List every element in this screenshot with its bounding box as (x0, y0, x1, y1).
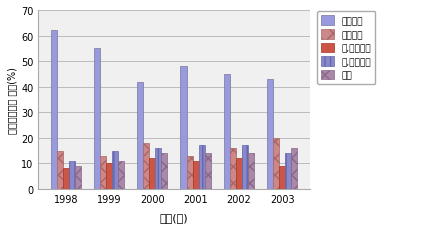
Y-axis label: 농지전용면적 비중(%): 농지전용면적 비중(%) (7, 67, 17, 133)
Bar (106, 164, 112, 189)
Bar (63, 169, 69, 189)
Bar (155, 148, 161, 189)
Bar (149, 158, 155, 189)
Bar (137, 82, 143, 189)
Bar (193, 161, 199, 189)
Bar (224, 74, 230, 189)
Bar (230, 148, 236, 189)
Bar (236, 158, 242, 189)
Bar (199, 146, 205, 189)
Bar (161, 153, 167, 189)
Bar (69, 161, 75, 189)
Bar (285, 153, 291, 189)
Bar (205, 153, 211, 189)
Bar (273, 138, 279, 189)
Bar (94, 49, 100, 189)
Bar (248, 153, 254, 189)
Bar (75, 166, 81, 189)
Bar (143, 143, 149, 189)
Bar (118, 161, 124, 189)
Bar (57, 151, 63, 189)
Bar (51, 31, 57, 189)
Bar (279, 166, 285, 189)
Legend: 공공시설, 주거시설, 광,공업시설, 농,어업시설, 기타: 공공시설, 주거시설, 광,공업시설, 농,어업시설, 기타 (317, 12, 375, 85)
Bar (267, 80, 273, 189)
Bar (181, 67, 187, 189)
Bar (291, 148, 297, 189)
X-axis label: 연도(년): 연도(년) (160, 212, 188, 222)
Bar (187, 156, 193, 189)
Bar (112, 151, 118, 189)
Bar (100, 156, 106, 189)
Bar (242, 146, 248, 189)
